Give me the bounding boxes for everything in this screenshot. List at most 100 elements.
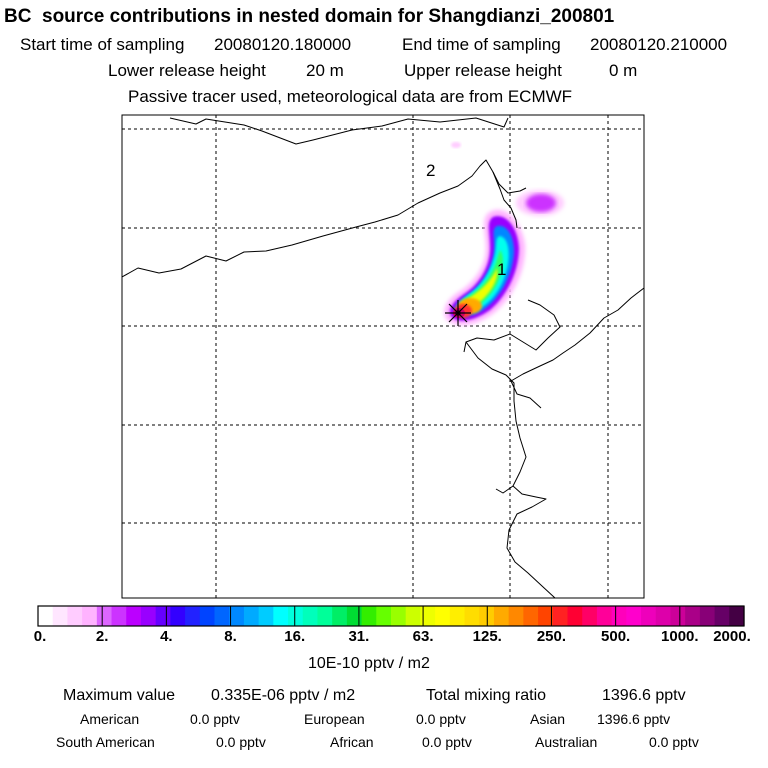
colorbar-cell <box>155 606 171 626</box>
colorbar-tick-label: 0. <box>33 628 47 645</box>
colorbar-tick-label: 31. <box>348 628 370 645</box>
region-name: South American <box>56 734 155 750</box>
colorbar-cell <box>288 606 304 626</box>
colorbar-cell <box>729 606 745 626</box>
colorbar-cell <box>493 606 510 626</box>
region-value: 0.0 pptv <box>216 734 266 750</box>
plume-patch-core <box>526 194 556 212</box>
region-value: 0.0 pptv <box>190 711 240 727</box>
colorbar-cell <box>596 606 613 626</box>
upper-height-label: Upper release height <box>404 61 562 80</box>
colorbar-cell <box>552 606 569 626</box>
region-value: 1396.6 pptv <box>597 711 671 727</box>
start-time-label: Start time of sampling <box>20 35 185 54</box>
colorbar-cell <box>508 606 524 626</box>
colorbar-cell <box>346 606 363 626</box>
colorbar-cell <box>435 606 451 626</box>
colorbar-cell <box>126 606 142 626</box>
region-name: Asian <box>530 711 566 727</box>
tracer-note: Passive tracer used, meteorological data… <box>128 87 573 106</box>
colorbar-cell <box>611 606 627 626</box>
colorbar-tick-label: 125. <box>472 628 502 645</box>
colorbar-cell <box>52 606 69 626</box>
colorbar-cell <box>96 606 113 626</box>
region-name: European <box>304 711 365 727</box>
colorbar-cell <box>391 606 407 626</box>
colorbar-tick-label: 63. <box>412 628 434 645</box>
colorbar-cell <box>626 606 642 626</box>
colorbar-cell <box>38 606 54 626</box>
colorbar-cell <box>185 606 201 626</box>
end-time-value: 20080120.210000 <box>590 35 728 54</box>
total-mixing-label: Total mixing ratio <box>426 687 547 704</box>
region-value: 0.0 pptv <box>416 711 466 727</box>
colorbar-cell <box>405 606 422 626</box>
coastlines <box>122 117 644 598</box>
star-icon <box>445 300 471 326</box>
colorbar-tick-label: 16. <box>284 628 306 645</box>
colorbar-cells <box>38 606 745 626</box>
region-value: 0.0 pptv <box>422 734 472 750</box>
trajectory-label-1: 1 <box>497 260 506 279</box>
region-value: 0.0 pptv <box>649 734 699 750</box>
page-title: BC source contributions in nested domain… <box>4 6 615 27</box>
colorbar-cell <box>111 606 127 626</box>
max-value: 0.335E-06 pptv / m2 <box>211 687 356 704</box>
region-name: Australian <box>535 734 598 750</box>
end-time-label: End time of sampling <box>402 35 561 54</box>
colorbar-cell <box>714 606 730 626</box>
colorbar-cell <box>67 606 83 626</box>
colorbar-cell <box>538 606 554 626</box>
map-gridlines <box>122 115 644 598</box>
region-name: African <box>330 734 374 750</box>
colorbar-cell <box>449 606 466 626</box>
colorbar-cell <box>685 606 701 626</box>
colorbar-cell <box>302 606 319 626</box>
colorbar-cell <box>420 606 436 626</box>
plume-speck <box>451 142 461 148</box>
colorbar-cell <box>229 606 245 626</box>
lower-height-value: 20 m <box>306 61 344 80</box>
colorbar-units: 10E-10 pptv / m2 <box>308 655 430 672</box>
colorbar <box>37 605 745 627</box>
start-time-value: 20080120.180000 <box>214 35 352 54</box>
plume-green <box>459 250 503 313</box>
colorbar-cell <box>273 606 289 626</box>
colorbar-cell <box>699 606 716 626</box>
colorbar-cell <box>376 606 392 626</box>
colorbar-tick-label: 4. <box>160 628 173 645</box>
colorbar-cell <box>670 606 686 626</box>
colorbar-cell <box>258 606 274 626</box>
colorbar-cell <box>464 606 480 626</box>
colorbar-tick-label: 8. <box>224 628 237 645</box>
max-value-label: Maximum value <box>63 687 176 704</box>
region-name: American <box>80 711 140 727</box>
colorbar-cell <box>641 606 657 626</box>
trajectory-label-2: 2 <box>426 161 435 180</box>
colorbar-cell <box>567 606 583 626</box>
colorbar-cell <box>243 606 260 626</box>
colorbar-cell <box>582 606 598 626</box>
colorbar-cell <box>523 606 539 626</box>
total-mixing-value: 1396.6 pptv <box>602 687 686 704</box>
plume-cyan <box>457 236 509 313</box>
colorbar-cell <box>170 606 186 626</box>
colorbar-tick-label: 1000. <box>661 628 699 645</box>
colorbar-frame <box>37 605 745 627</box>
colorbar-cell <box>361 606 377 626</box>
colorbar-tick-label: 2. <box>95 628 109 645</box>
colorbar-cell <box>317 606 333 626</box>
colorbar-cell <box>140 606 157 626</box>
colorbar-cell <box>655 606 672 626</box>
tracer-plume <box>444 142 564 326</box>
lower-height-label: Lower release height <box>108 61 266 80</box>
colorbar-cell <box>214 606 230 626</box>
colorbar-tick-label: 250. <box>536 628 567 645</box>
colorbar-cell <box>199 606 216 626</box>
colorbar-tick-label: 500. <box>601 628 631 645</box>
upper-height-value: 0 m <box>609 61 638 80</box>
colorbar-dividers <box>101 606 681 626</box>
colorbar-cell <box>332 606 348 626</box>
colorbar-tick-label: 2000. <box>713 628 751 645</box>
